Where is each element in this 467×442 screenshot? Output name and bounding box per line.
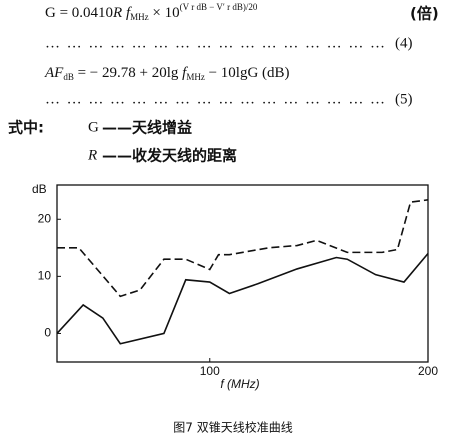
x-label: f (MHz) <box>220 377 259 391</box>
leader: ………………………………………… <box>45 91 385 107</box>
chart: dB f (MHz) 0 10 20 100 200 <box>32 182 438 391</box>
formula-tag: (4) <box>395 35 413 51</box>
series-line <box>57 199 429 298</box>
formula-tag: (倍) <box>410 5 439 23</box>
y-unit: dB <box>32 182 47 196</box>
x-tick-label: 200 <box>418 364 438 378</box>
caption: 图7 双锥天线校准曲线 <box>173 420 292 435</box>
y-tick-label: 20 <box>38 211 52 225</box>
plot-frame <box>56 184 429 363</box>
def-text: ——收发天线的距离 <box>102 147 237 165</box>
formula-1: G = 0.0410R fMHz × 10(V r dB − V′ r dB)/… <box>45 2 258 22</box>
def-text: ——天线增益 <box>102 119 192 137</box>
y-tick-label: 0 <box>44 326 51 340</box>
x-tick-label: 100 <box>200 364 220 378</box>
series-line <box>56 253 429 345</box>
def-symbol: G <box>88 119 99 135</box>
leader: ………………………………………… <box>45 35 385 51</box>
definitions-lead: 式中: <box>8 119 44 137</box>
def-symbol: R <box>87 147 97 163</box>
formula-2: AFdB = − 29.78 + 20lg fMHz − 10lgG (dB) <box>44 65 290 82</box>
y-tick-label: 10 <box>38 269 52 283</box>
formula-tag: (5) <box>395 91 413 107</box>
